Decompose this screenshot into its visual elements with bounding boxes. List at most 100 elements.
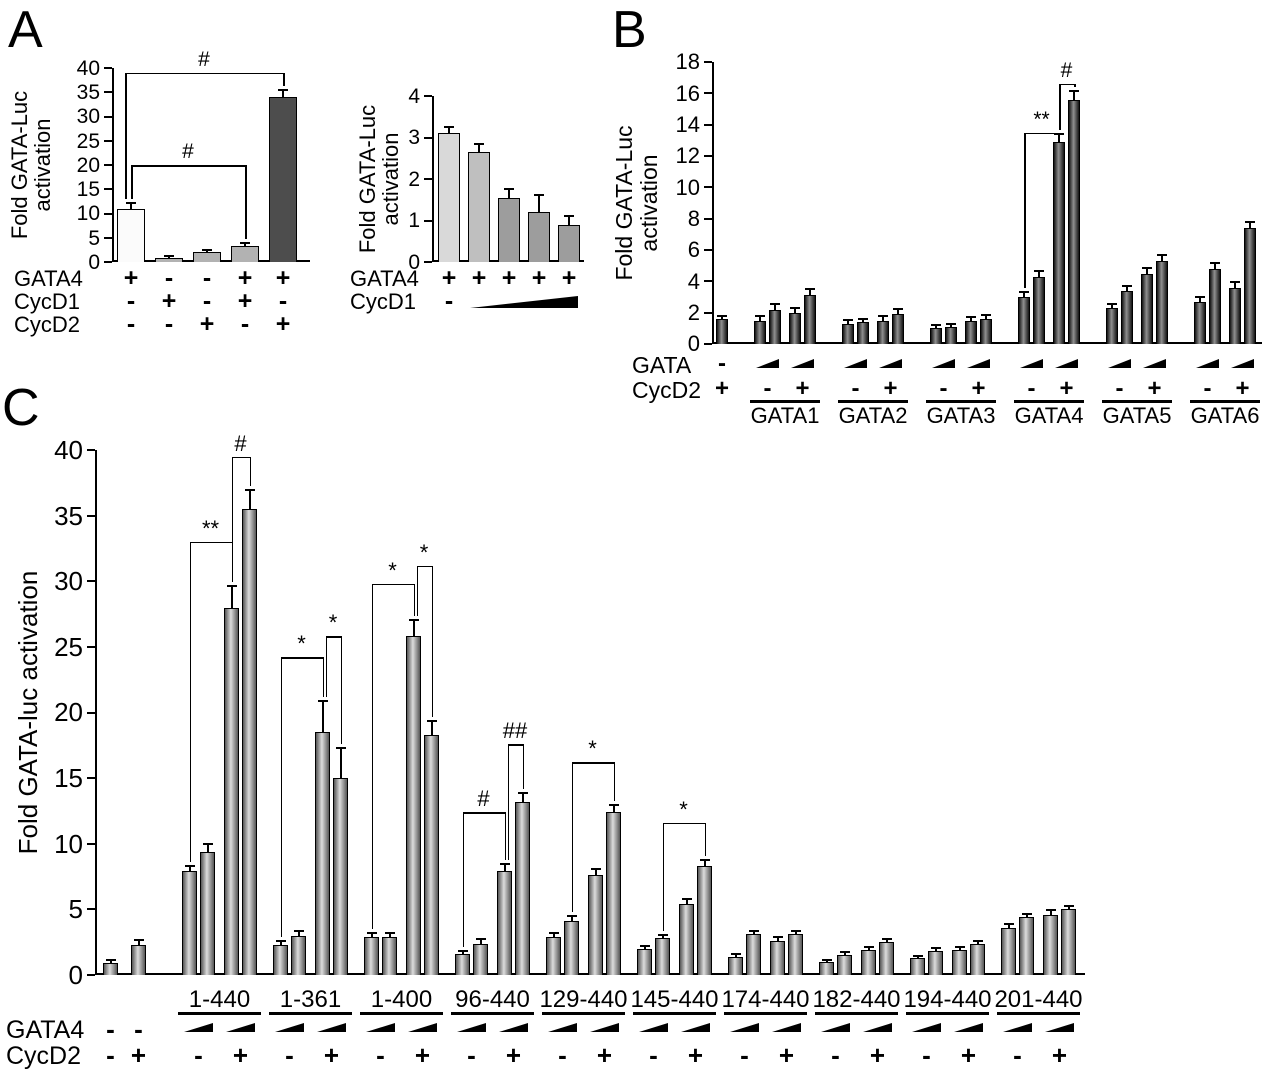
error-bar-cap (843, 319, 853, 322)
wedge-icon (408, 1023, 437, 1032)
error-bar-stem (279, 942, 282, 947)
group-label: 145-440 (630, 986, 719, 1013)
condition-mark: + (232, 1040, 249, 1070)
group-line (542, 1012, 625, 1015)
error-bar-stem (282, 91, 284, 100)
bar (716, 318, 728, 344)
condition-mark: - (558, 1040, 567, 1070)
y-tick (704, 61, 712, 63)
bar (1141, 273, 1153, 344)
group-label: 1-400 (370, 986, 433, 1013)
error-bar-stem (594, 870, 597, 878)
condition-mark: - (1027, 375, 1036, 402)
group-line (1190, 400, 1260, 403)
group-label: 1-361 (279, 986, 342, 1013)
error-bar-stem (478, 144, 480, 155)
error-bar-cap (772, 936, 783, 939)
group-label: 182-440 (812, 986, 901, 1013)
wedge-icon (457, 1023, 486, 1032)
error-bar-stem (776, 938, 779, 943)
y-tick (704, 155, 712, 157)
panel-b-label: B (612, 1, 647, 59)
bar (155, 258, 183, 262)
error-bar-cap (639, 944, 650, 947)
bar (1194, 301, 1206, 344)
condition-mark: - (194, 1040, 203, 1070)
error-bar-stem (661, 935, 664, 941)
error-bar-cap (912, 954, 923, 957)
y-tick-label: 40 (76, 56, 100, 80)
error-bar-cap (858, 317, 868, 320)
bar (382, 936, 397, 975)
y-tick-label: 25 (54, 631, 83, 662)
y-tick-label: 0 (687, 331, 700, 357)
ramp-icon (470, 296, 578, 308)
bar (269, 97, 297, 262)
y-tick (424, 219, 432, 222)
bar (655, 938, 670, 975)
sig-bracket-leg (189, 541, 191, 863)
wedge-icon (499, 1023, 528, 1032)
sig-label: # (477, 786, 490, 812)
bar (291, 935, 306, 975)
bar (952, 950, 967, 975)
error-bar-stem (448, 128, 450, 136)
bar (965, 320, 977, 344)
y-tick-label: 5 (68, 894, 83, 925)
bar (928, 951, 943, 975)
wedge-icon (1196, 359, 1219, 368)
bar (746, 934, 761, 975)
y-tick-label: 14 (675, 112, 700, 138)
bar (546, 936, 561, 975)
sig-bracket-leg (522, 744, 524, 789)
error-bar-cap (699, 858, 710, 861)
wedge-icon (226, 1023, 255, 1032)
group-line (1102, 400, 1172, 403)
condition-mark: + (1235, 375, 1250, 402)
sig-bracket-leg (416, 565, 418, 616)
error-bar-cap (839, 951, 850, 954)
group-line (750, 400, 820, 403)
error-bar-cap (730, 952, 741, 955)
error-bar-cap (457, 950, 468, 953)
group-label: GATA2 (838, 403, 908, 428)
y-tick (87, 449, 95, 451)
group-label: GATA6 (1190, 403, 1260, 428)
error-bar-cap (408, 618, 419, 621)
bar (1209, 268, 1221, 344)
condition-mark: + (501, 264, 517, 292)
error-bar-cap (878, 315, 888, 318)
y-tick (104, 91, 112, 94)
y-tick-label: 15 (54, 763, 83, 793)
condition-mark: - (285, 1040, 294, 1070)
y-tick (704, 343, 712, 345)
condition-mark: + (237, 287, 253, 315)
bar (857, 322, 869, 344)
condition-row-label: CycD1 (14, 289, 81, 314)
error-bar-cap (1230, 280, 1240, 283)
group-label: 129-440 (539, 986, 628, 1013)
sig-bracket-leg (231, 456, 233, 582)
bar (406, 636, 421, 975)
error-bar-cap (517, 791, 528, 794)
group-label: 96-440 (455, 986, 530, 1013)
bar (877, 320, 889, 344)
bar (769, 309, 781, 344)
error-bar-cap (954, 946, 965, 949)
error-bar-cap (499, 862, 510, 865)
group-label: GATA3 (926, 403, 996, 428)
sig-bracket (571, 762, 614, 764)
error-bar-cap (755, 315, 765, 318)
wedge-icon (317, 1023, 346, 1032)
condition-mark: + (531, 264, 547, 292)
sig-bracket-leg (325, 636, 327, 697)
wedge-icon (590, 1023, 619, 1032)
error-bar-cap (566, 915, 577, 918)
error-bar-stem (1058, 134, 1060, 144)
sig-bracket-leg (280, 657, 282, 938)
sig-label: # (182, 140, 194, 163)
error-bar-cap (657, 933, 668, 936)
error-bar-stem (568, 217, 570, 227)
sig-bracket-leg (613, 762, 615, 801)
error-bar-stem (1146, 268, 1148, 276)
